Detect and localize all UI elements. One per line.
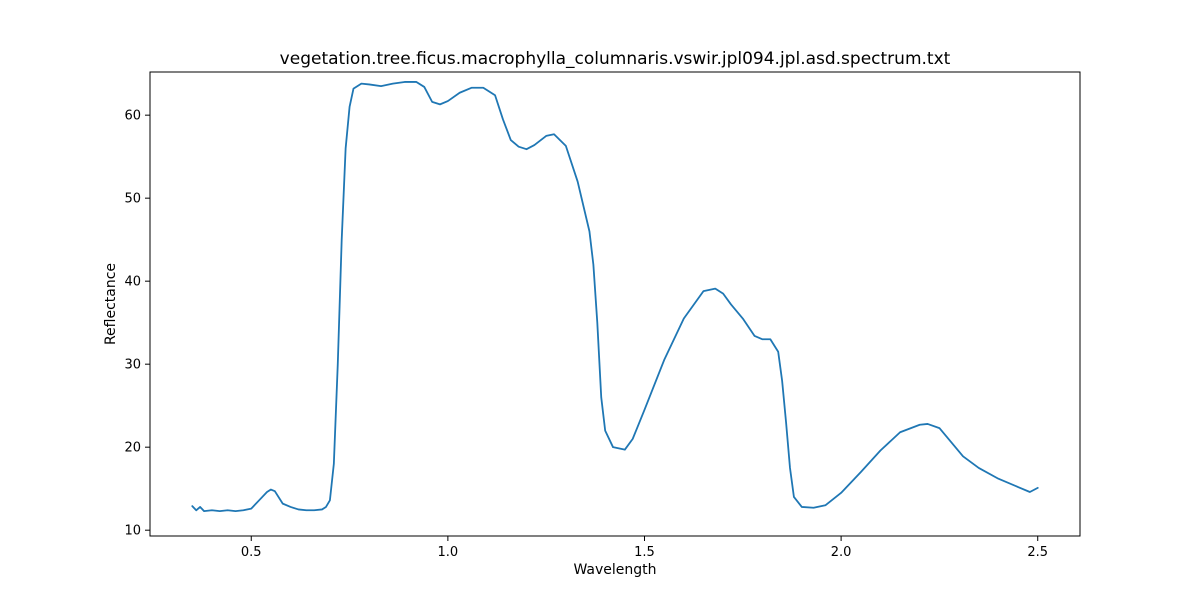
y-tick-label: 60 <box>124 109 141 124</box>
y-tick-label: 20 <box>124 441 141 456</box>
y-tick-label: 30 <box>124 358 141 373</box>
series-layer <box>191 81 1039 512</box>
y-tick-label: 10 <box>124 524 141 539</box>
y-tick-label: 40 <box>124 275 141 290</box>
x-axis-label: Wavelength <box>573 562 656 578</box>
chart-title: vegetation.tree.ficus.macrophylla_column… <box>280 49 951 69</box>
x-tick-label: 1.0 <box>438 545 459 560</box>
x-tick-label: 0.5 <box>241 545 262 560</box>
reflectance-series-line <box>191 81 1039 512</box>
y-axis-label: Reflectance <box>103 263 119 345</box>
x-tick-label: 2.0 <box>831 545 852 560</box>
y-tick-label: 50 <box>124 192 141 207</box>
plot-area-frame <box>149 71 1081 537</box>
ticks-layer: 0.5 1.0 1.5 2.0 2.5 10 20 30 40 50 60 <box>124 109 1048 560</box>
x-tick-label: 2.5 <box>1027 545 1048 560</box>
x-tick-label: 1.5 <box>634 545 655 560</box>
